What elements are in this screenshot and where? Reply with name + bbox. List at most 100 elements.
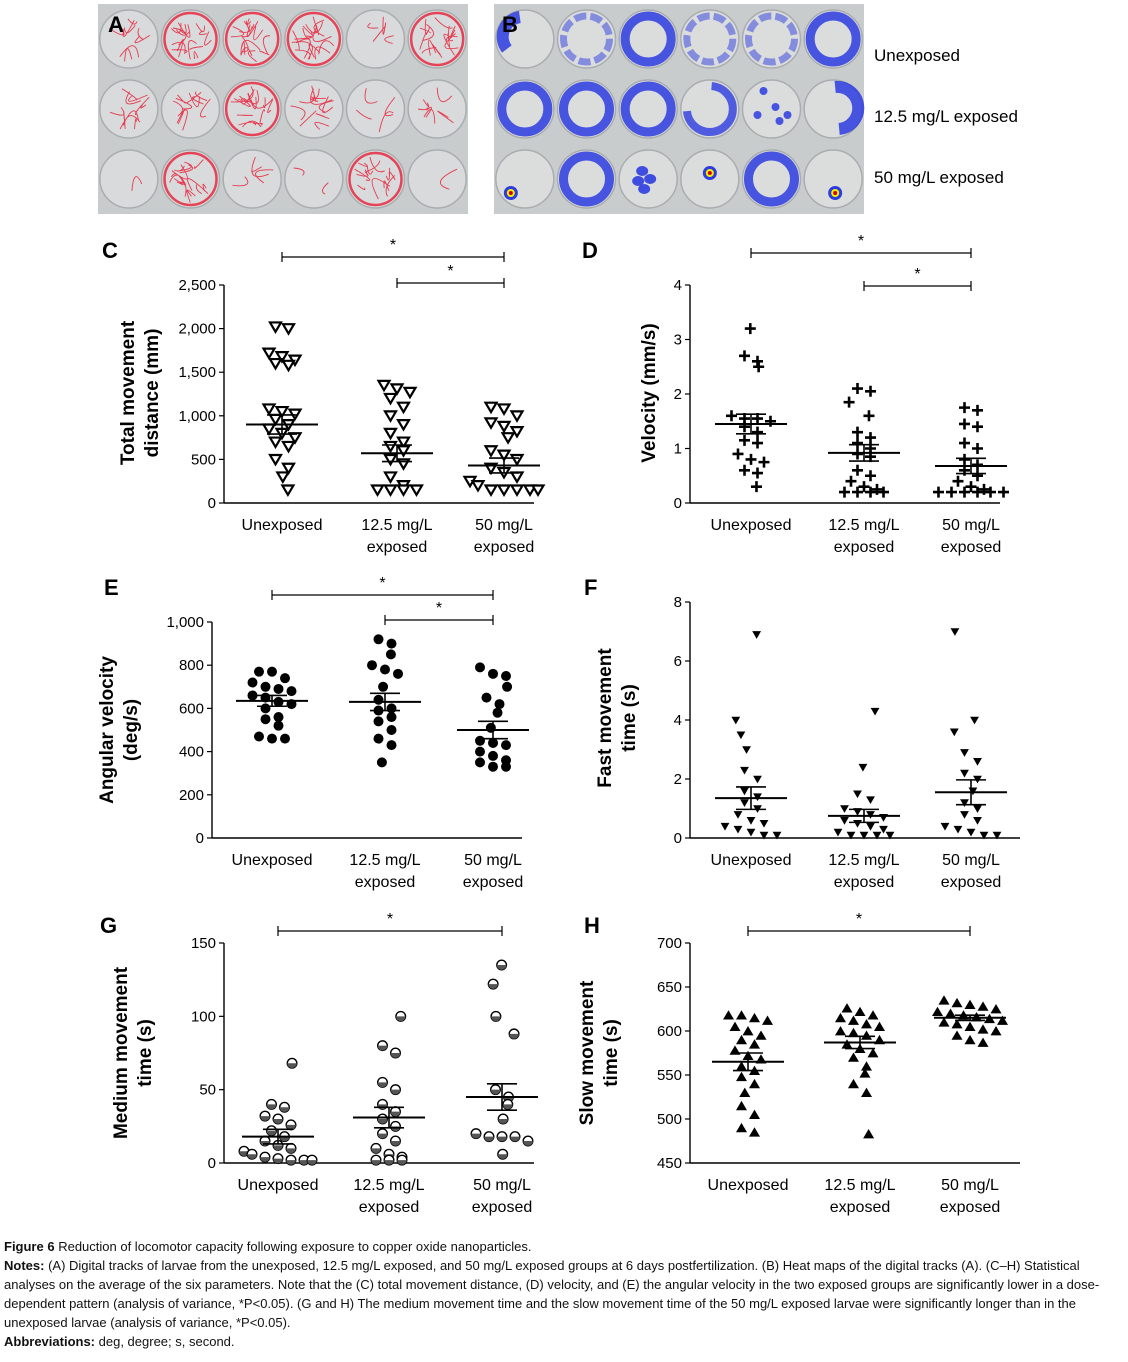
data-point [501, 761, 511, 772]
data-point [475, 746, 485, 757]
data-point [273, 683, 284, 694]
data-point [978, 483, 990, 495]
data-point [390, 1084, 402, 1096]
data-point [247, 690, 258, 701]
x-category-label: 50 mg/L exposed [941, 852, 1002, 891]
data-point [402, 386, 418, 400]
y-tick-label: 4 [674, 277, 682, 294]
x-category-label: 50 mg/L exposed [472, 1177, 533, 1216]
larva-track [286, 11, 342, 67]
data-point [281, 359, 296, 373]
data-point [746, 817, 756, 825]
data-point [496, 403, 512, 416]
data-point [841, 1039, 853, 1049]
data-point [267, 733, 277, 744]
significance-bracket: * [277, 911, 503, 936]
panel-a-track-photo: A [98, 4, 468, 214]
data-point [949, 728, 959, 737]
larva-track [109, 88, 150, 130]
data-point [867, 1010, 879, 1020]
data-point [370, 1154, 382, 1166]
data-point [393, 668, 403, 679]
plate-a-well [407, 149, 467, 209]
plate-a-well [345, 79, 406, 139]
data-point [259, 1151, 271, 1163]
plate-a-well [407, 9, 467, 69]
data-point [501, 740, 511, 751]
data-point [970, 716, 979, 725]
data-point [972, 443, 983, 454]
data-point [858, 481, 870, 493]
data-point [247, 677, 258, 688]
data-point [749, 1078, 760, 1089]
data-point [960, 749, 969, 757]
data-point [488, 737, 498, 748]
heatmap-spot [497, 81, 553, 137]
data-point [729, 1021, 741, 1031]
data-group [828, 707, 900, 840]
heatmap-spot [503, 186, 518, 200]
y-tick-label: 0 [208, 1155, 216, 1172]
data-point [744, 323, 756, 335]
data-point [376, 379, 392, 393]
data-point [367, 660, 377, 671]
data-point [861, 1030, 872, 1040]
data-point [490, 1010, 502, 1022]
data-point [383, 440, 398, 454]
larva-track [367, 16, 394, 44]
data-point [865, 385, 876, 397]
data-point [878, 486, 889, 498]
y-tick-label: 4 [674, 712, 682, 729]
data-point [749, 1039, 760, 1049]
data-point [390, 1047, 402, 1059]
data-point [745, 453, 757, 465]
x-category-label: 12.5 mg/L exposed [824, 1177, 895, 1216]
plate-a-well [284, 9, 344, 69]
data-point [852, 464, 863, 476]
x-category-label: 12.5 mg/L exposed [361, 517, 432, 556]
data-point [835, 1026, 846, 1036]
plate-b-well [495, 149, 555, 209]
data-point [268, 413, 283, 427]
data-point [977, 1001, 989, 1011]
data-point [874, 1021, 885, 1031]
y-tick-label: 2 [674, 386, 682, 403]
chart-panel-d: 0 1 2 3 4 D Velocity (mm/s) Unexposed 12.5 mg/L e… [582, 233, 1009, 556]
figure-caption: Figure 6 Reduction of locomotor capacity… [4, 1237, 1124, 1351]
data-point [740, 799, 749, 807]
heatmap-spot [620, 81, 676, 137]
data-point [268, 453, 283, 467]
panel-letter-a: A [108, 12, 124, 37]
x-category-label: Unexposed [242, 517, 323, 534]
data-point [390, 1120, 402, 1132]
abbreviations-text: deg, degree; s, second. [98, 1334, 235, 1349]
data-point [960, 769, 969, 778]
larva-track [163, 11, 218, 67]
heatmap-spot [683, 12, 737, 66]
data-point [742, 746, 751, 754]
x-category-label: Unexposed [232, 852, 313, 869]
data-point [396, 458, 411, 471]
heatmap-spot [559, 151, 614, 207]
data-point [951, 997, 963, 1008]
plate-a-well [222, 149, 282, 209]
plate-a-well [160, 79, 221, 139]
plate-a-background [98, 4, 468, 214]
data-point [848, 1078, 859, 1089]
plate-a-well [222, 79, 282, 139]
data-point [938, 1017, 950, 1027]
data-point [845, 475, 857, 487]
y-tick-label: 50 [199, 1082, 216, 1099]
data-point [485, 722, 496, 733]
data-point [280, 484, 296, 498]
y-tick-label: 6 [674, 653, 682, 670]
data-group [715, 323, 787, 493]
data-point [959, 437, 970, 449]
data-point [483, 417, 499, 430]
significance-bracket: * [863, 266, 972, 291]
data-point [470, 480, 486, 493]
data-point [964, 1021, 976, 1031]
x-category-label: Unexposed [238, 1177, 319, 1194]
heatmap-spot [702, 166, 717, 180]
data-point [396, 484, 411, 498]
